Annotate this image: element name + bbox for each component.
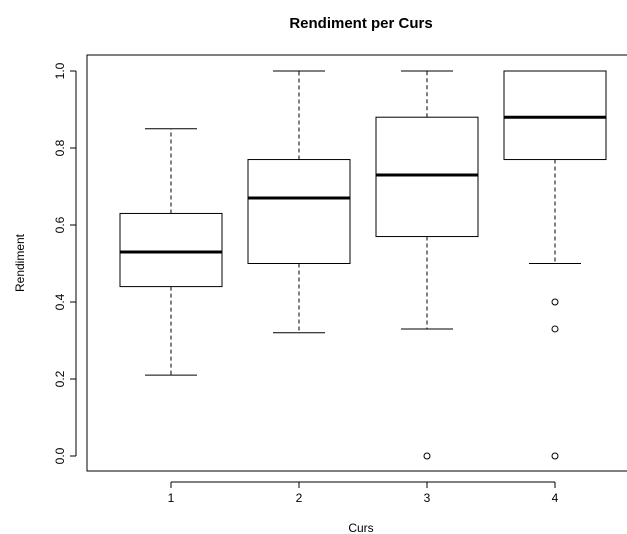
y-axis-label: Rendiment [13,233,27,292]
x-tick-label: 2 [296,491,303,505]
y-tick-label: 0.2 [53,370,67,387]
boxes-group [119,70,607,460]
y-tick-label: 0.4 [53,293,67,310]
chart-title: Rendiment per Curs [289,15,432,32]
y-axis: 0.0 0.2 0.4 0.6 0.8 1.0 [53,62,77,464]
x-tick-label: 1 [168,491,175,505]
iqr-box [119,212,223,288]
outlier-point [551,298,559,306]
iqr-box [503,70,607,161]
x-tick-label: 4 [552,491,559,505]
x-axis: 1 2 3 4 [168,481,559,505]
box-1 [119,128,223,376]
y-tick-label: 1.0 [53,62,67,79]
x-tick-label: 3 [424,491,431,505]
box-2 [247,70,351,334]
x-axis-label: Curs [348,521,373,534]
outlier-point [423,452,431,460]
plot-frame [86,54,627,472]
outlier-point [551,325,559,333]
y-tick-label: 0.8 [53,139,67,156]
y-tick-label: 0.6 [53,216,67,233]
box-3 [375,70,479,460]
y-tick-label: 0.0 [53,447,67,464]
iqr-box [375,116,479,238]
outlier-point [551,452,559,460]
box-4 [503,70,607,460]
iqr-box [247,159,351,264]
